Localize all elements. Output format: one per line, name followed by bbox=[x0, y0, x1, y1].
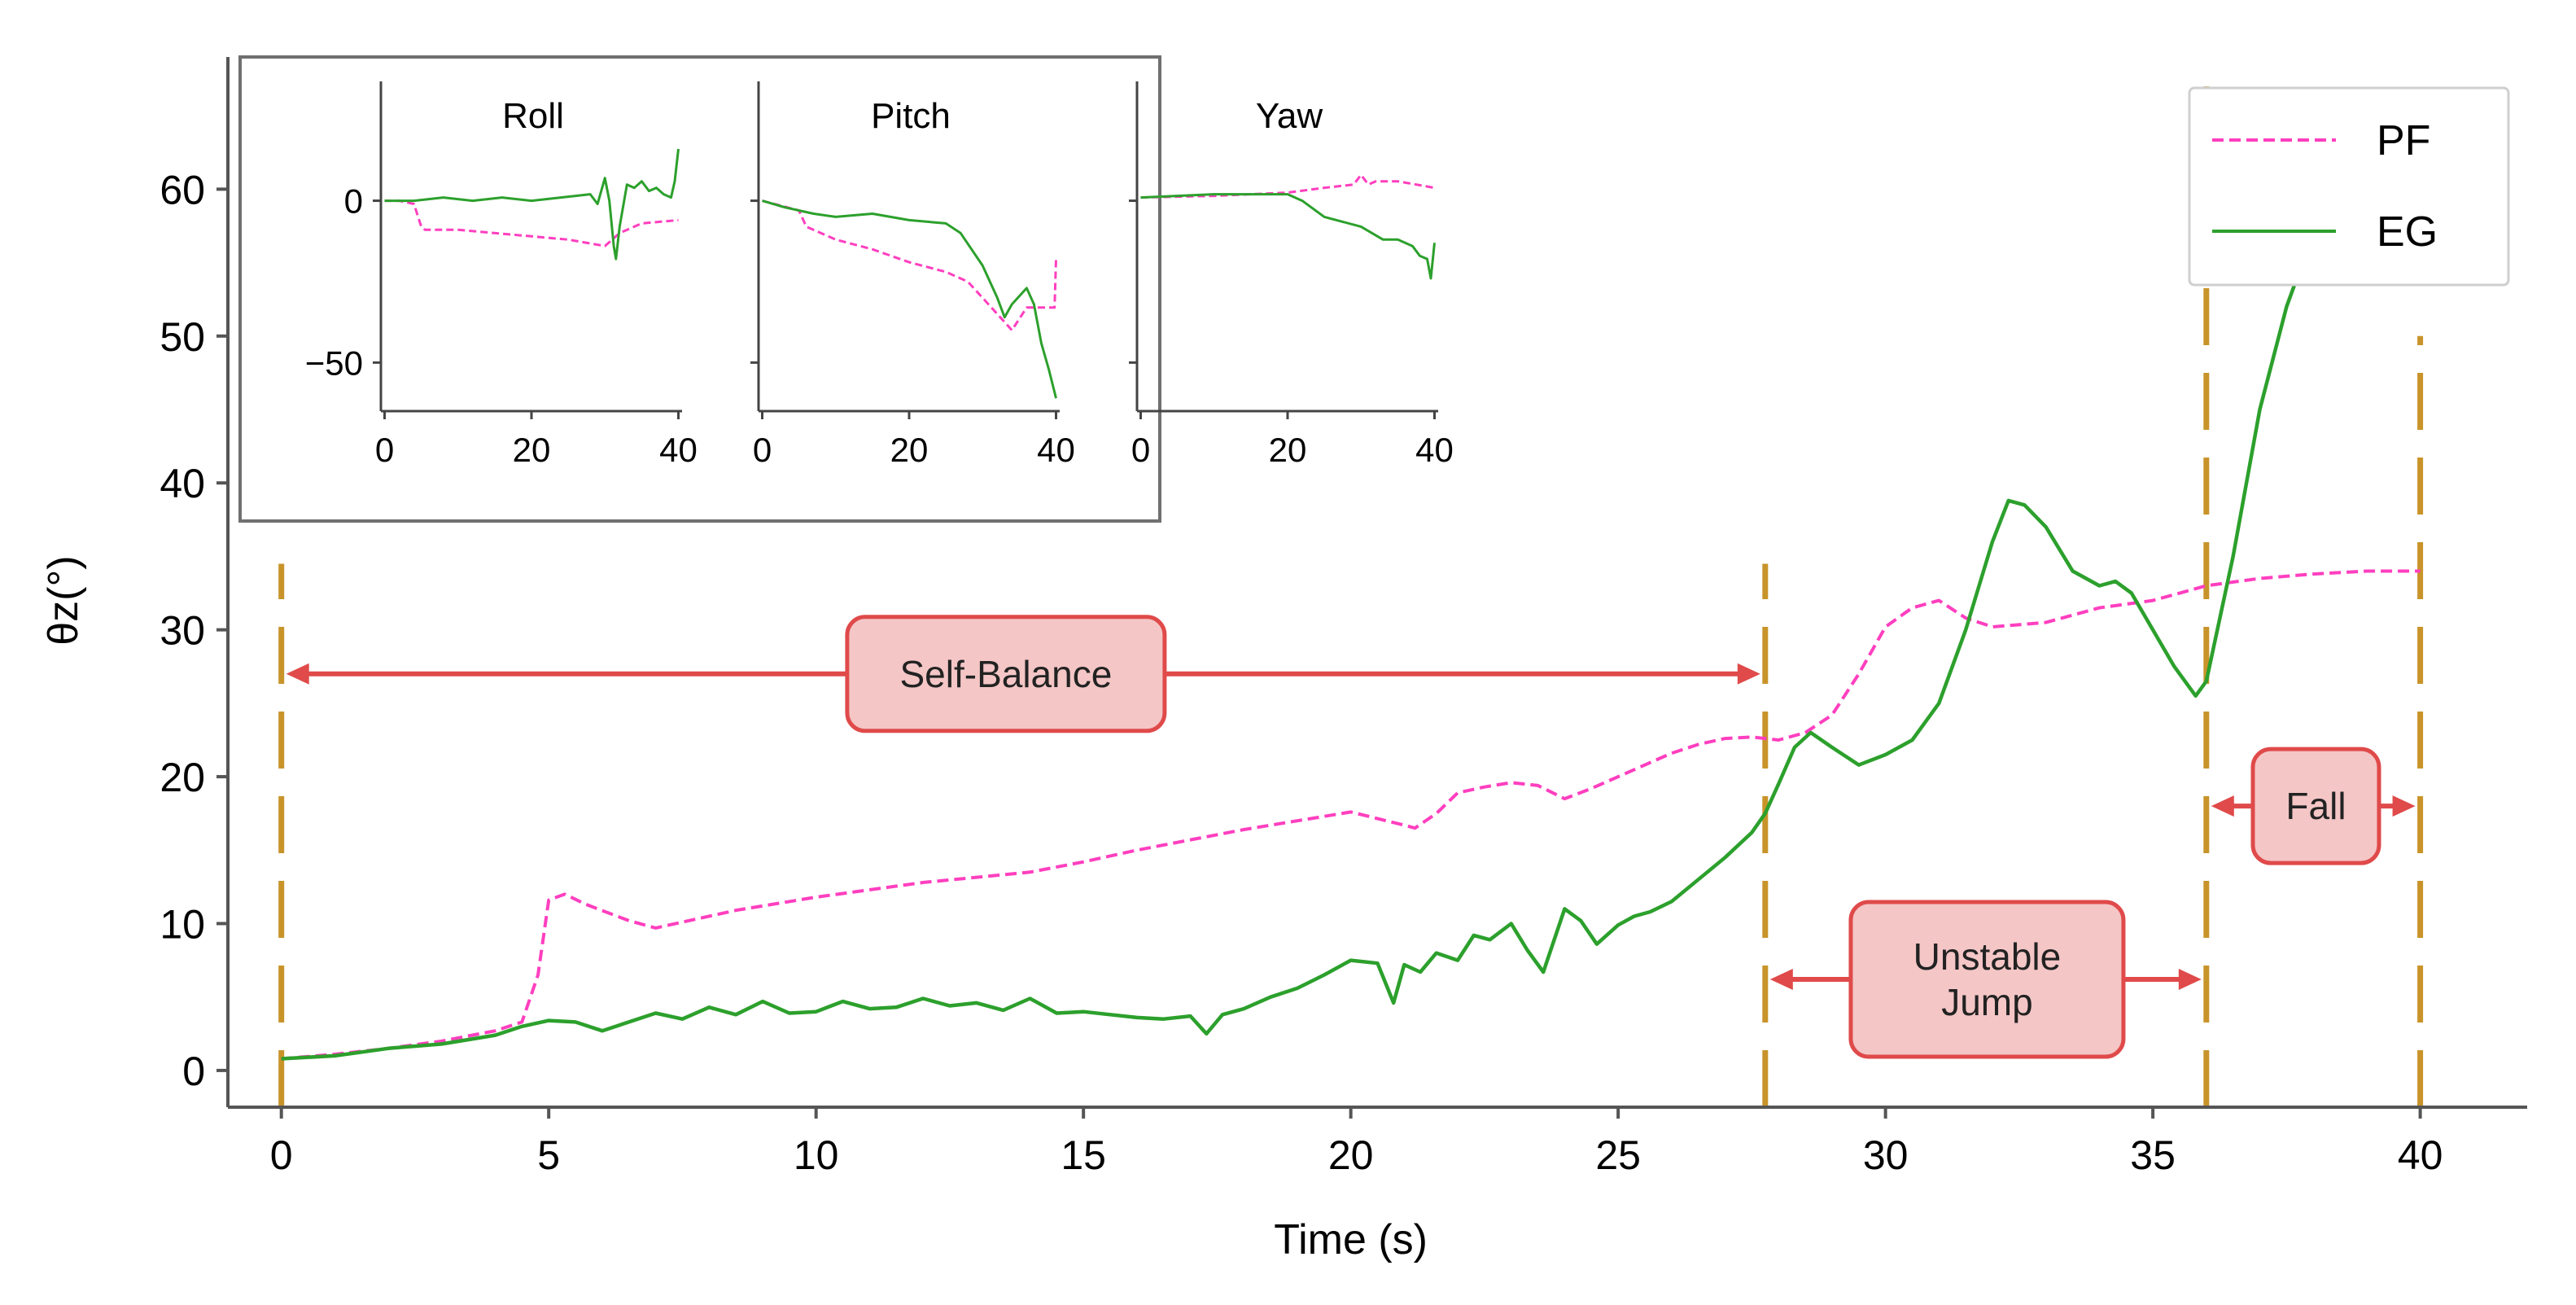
x-tick-label: 25 bbox=[1595, 1132, 1641, 1178]
y-tick-label: 10 bbox=[160, 901, 205, 947]
x-tick-label: 15 bbox=[1061, 1132, 1106, 1178]
phase-label-box bbox=[2250, 747, 2381, 865]
inset-subplot-title: Pitch bbox=[871, 96, 951, 136]
phase-arrowhead-left bbox=[1769, 969, 1793, 991]
y-axis-title: θz(°) bbox=[40, 555, 87, 645]
y-tick-label: 40 bbox=[160, 461, 205, 506]
inset-x-tick-label: 0 bbox=[753, 431, 772, 469]
inset-subplot-pitch: 0 20 40 Pitch bbox=[750, 81, 1075, 469]
inset-series-eg bbox=[1140, 193, 1436, 280]
inset-x-tick-label: 20 bbox=[890, 431, 929, 469]
phase-arrowhead-left bbox=[286, 663, 309, 685]
inset-y-tick-label: −50 bbox=[305, 344, 363, 382]
legend-label-eg: EG bbox=[2377, 208, 2438, 256]
inset-subplot-yaw: 0 20 40 Yaw bbox=[1129, 81, 1454, 469]
main-axes: 0 5 10 15 20 25 30 35 40 0 10 20 30 40 50 60 bbox=[160, 57, 2527, 1178]
y-tick-label: 50 bbox=[160, 314, 205, 360]
x-tick-label: 5 bbox=[537, 1132, 560, 1178]
phase-label-box bbox=[845, 615, 1167, 734]
x-tick-label: 35 bbox=[2130, 1132, 2176, 1178]
phase-arrowhead-right bbox=[1737, 663, 1760, 685]
phase-label-box bbox=[1848, 900, 2126, 1059]
phase-arrowhead-left bbox=[2211, 795, 2234, 817]
x-tick-label: 0 bbox=[270, 1132, 293, 1178]
x-tick-label: 10 bbox=[794, 1132, 839, 1178]
y-tick-label: 20 bbox=[160, 755, 205, 800]
inset-x-tick-label: 0 bbox=[375, 431, 394, 469]
inset-panel: 0 20 40 0 −50 Roll 0 20 40 Pitch 0 20 40 Yaw bbox=[238, 55, 1454, 523]
phase-label-text: Jump bbox=[1941, 981, 2032, 1023]
legend: PF EG bbox=[2188, 86, 2510, 287]
legend-label-pf: PF bbox=[2377, 117, 2430, 164]
main-series-group bbox=[281, 106, 2421, 1061]
phase-label-text: Unstable bbox=[1913, 935, 2062, 978]
y-tick-label: 60 bbox=[160, 167, 205, 212]
x-axis-title: Time (s) bbox=[1274, 1216, 1428, 1263]
legend-box bbox=[2188, 86, 2510, 287]
inset-y-tick-label: 0 bbox=[344, 182, 363, 221]
phase-arrowhead-right bbox=[2392, 795, 2416, 817]
inset-subplot-roll: 0 20 40 0 −50 Roll bbox=[305, 81, 698, 469]
inset-x-tick-label: 40 bbox=[1415, 431, 1454, 469]
inset-x-tick-label: 20 bbox=[1269, 431, 1307, 469]
inset-series-eg bbox=[384, 148, 680, 261]
series-line-eg bbox=[281, 106, 2421, 1061]
y-tick-label: 0 bbox=[182, 1049, 205, 1094]
inset-series-eg bbox=[762, 199, 1057, 399]
inset-subplots: 0 20 40 0 −50 Roll 0 20 40 Pitch 0 20 40 Yaw bbox=[305, 81, 1454, 469]
inset-series-pf bbox=[1140, 173, 1435, 199]
x-tick-label: 20 bbox=[1328, 1132, 1374, 1178]
inset-frame bbox=[238, 55, 1161, 523]
inset-x-tick-label: 40 bbox=[1037, 431, 1075, 469]
inset-series-pf bbox=[384, 199, 679, 247]
phase-label-text: Fall bbox=[2285, 785, 2346, 827]
x-tick-label: 40 bbox=[2398, 1132, 2443, 1178]
x-tick-label: 30 bbox=[1863, 1132, 1909, 1178]
inset-subplot-title: Yaw bbox=[1256, 96, 1323, 136]
inset-subplot-title: Roll bbox=[502, 96, 564, 136]
y-tick-label: 30 bbox=[160, 608, 205, 654]
phase-arrowhead-right bbox=[2178, 969, 2202, 991]
phase-label-text: Self-Balance bbox=[899, 653, 1112, 695]
inset-x-tick-label: 40 bbox=[659, 431, 698, 469]
inset-x-tick-label: 0 bbox=[1131, 431, 1150, 469]
inset-x-tick-label: 20 bbox=[513, 431, 551, 469]
